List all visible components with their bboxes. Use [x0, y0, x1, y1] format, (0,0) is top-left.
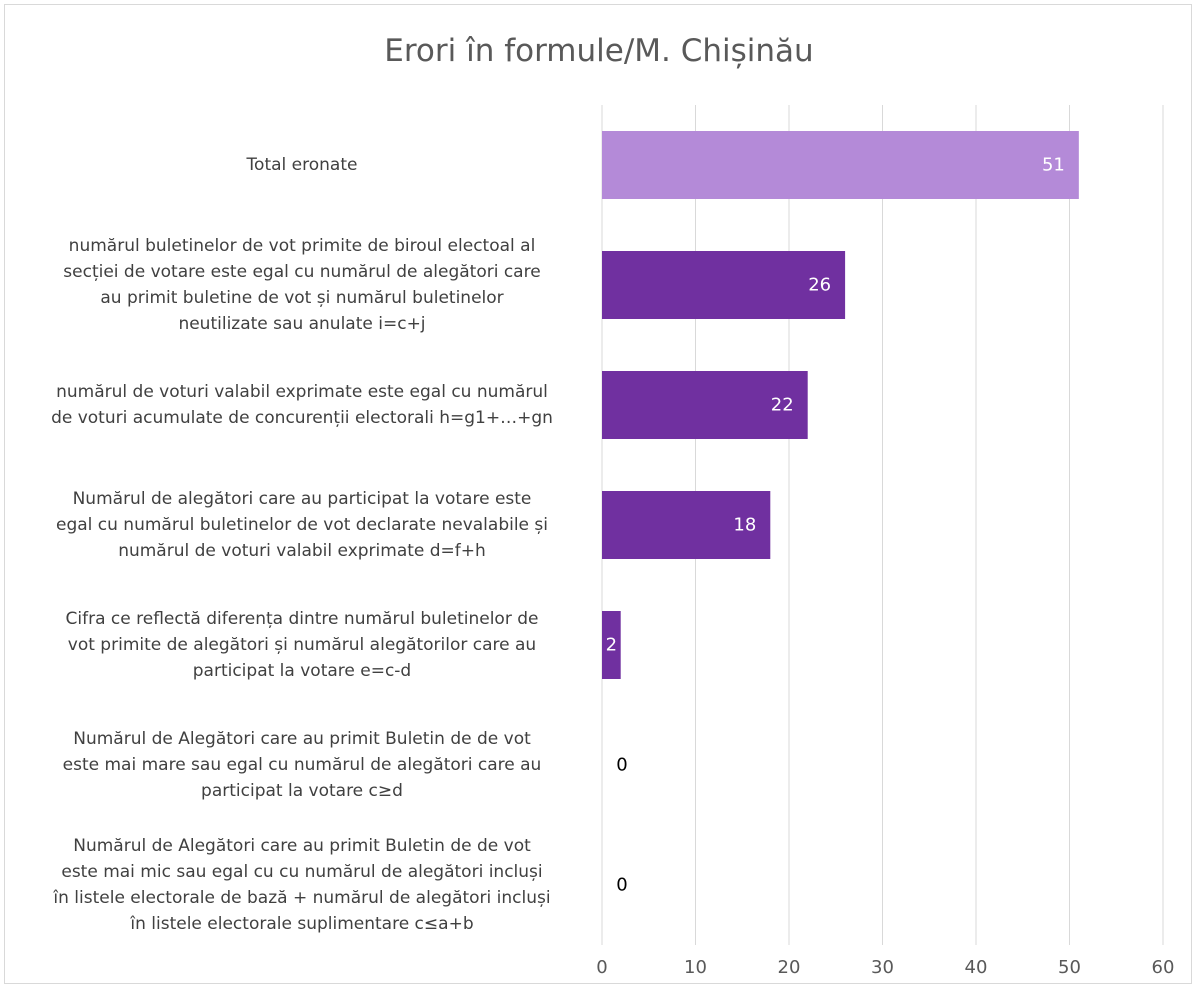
category-label-5: Numărul de Alegători care au primit Bule…	[17, 726, 587, 804]
category-label-line: Numărul de alegători care au participat …	[72, 489, 532, 509]
data-label-4: 2	[606, 635, 617, 656]
category-label-line: este mai mic sau egal cu cu numărul de a…	[61, 862, 543, 882]
category-label-line: în listele electorale de bază + numărul …	[53, 888, 551, 908]
category-label-line: neutilizate sau anulate i=c+j	[178, 314, 426, 334]
category-label-line: de voturi acumulate de concurenții elect…	[51, 408, 553, 428]
chart-title: Erori în formule/M. Chișinău	[384, 33, 814, 69]
category-label-line: Numărul de Alegători care au primit Bule…	[73, 836, 531, 856]
data-label-5: 0	[616, 755, 627, 776]
x-tick-label: 30	[871, 957, 894, 978]
bar-3	[602, 491, 771, 559]
category-label-line: este mai mare sau egal cu numărul de ale…	[62, 755, 542, 775]
category-label-line: au primit buletine de vot și numărul bul…	[100, 288, 504, 308]
category-label-line: numărul de voturi valabil exprimate este…	[56, 382, 548, 402]
category-label-0: Total eronate	[17, 152, 587, 178]
category-label-line: numărul de voturi valabil exprimate d=f+…	[118, 541, 486, 561]
category-label-2: numărul de voturi valabil exprimate este…	[17, 379, 587, 431]
category-label-line: Cifra ce reflectă diferența dintre număr…	[65, 609, 539, 629]
data-label-0: 51	[1042, 155, 1065, 176]
chart-frame: Erori în formule/M. Chișinău 0 10 20 30 40 50…	[4, 4, 1192, 984]
category-label-line: Numărul de Alegători care au primit Bule…	[73, 729, 531, 749]
x-tick-label: 60	[1152, 957, 1175, 978]
x-tick-label: 40	[965, 957, 988, 978]
category-label-line: participat la votare e=c-d	[192, 661, 412, 681]
data-label-6: 0	[616, 875, 627, 896]
x-tick-label: 0	[596, 957, 607, 978]
bar-2	[602, 371, 808, 439]
x-tick-label: 50	[1058, 957, 1081, 978]
category-label-line: numărul buletinelor de vot primite de bi…	[68, 236, 536, 256]
category-label-line: în listele electorale suplimentare c≤a+b	[130, 914, 474, 934]
category-label-1: numărul buletinelor de vot primite de bi…	[17, 233, 587, 337]
data-label-1: 26	[808, 275, 831, 296]
data-label-3: 18	[733, 515, 756, 536]
bar-0	[602, 131, 1079, 199]
bar-4	[602, 611, 621, 679]
category-label-line: vot primite de alegători și numărul aleg…	[67, 635, 537, 655]
data-label-2: 22	[771, 395, 794, 416]
category-label-6: Numărul de Alegători care au primit Bule…	[17, 833, 587, 937]
category-label-3: Numărul de alegători care au participat …	[17, 486, 587, 564]
category-label-line: participat la votare c≥d	[201, 781, 403, 801]
category-label-line: Total eronate	[246, 155, 358, 175]
category-label-line: secției de votare este egal cu numărul d…	[63, 262, 541, 282]
bar-1	[602, 251, 846, 319]
x-tick-label: 20	[778, 957, 801, 978]
category-label-line: egal cu numărul buletinelor de vot decla…	[55, 515, 548, 535]
category-label-4: Cifra ce reflectă diferența dintre număr…	[17, 606, 587, 684]
x-tick-label: 10	[684, 957, 707, 978]
